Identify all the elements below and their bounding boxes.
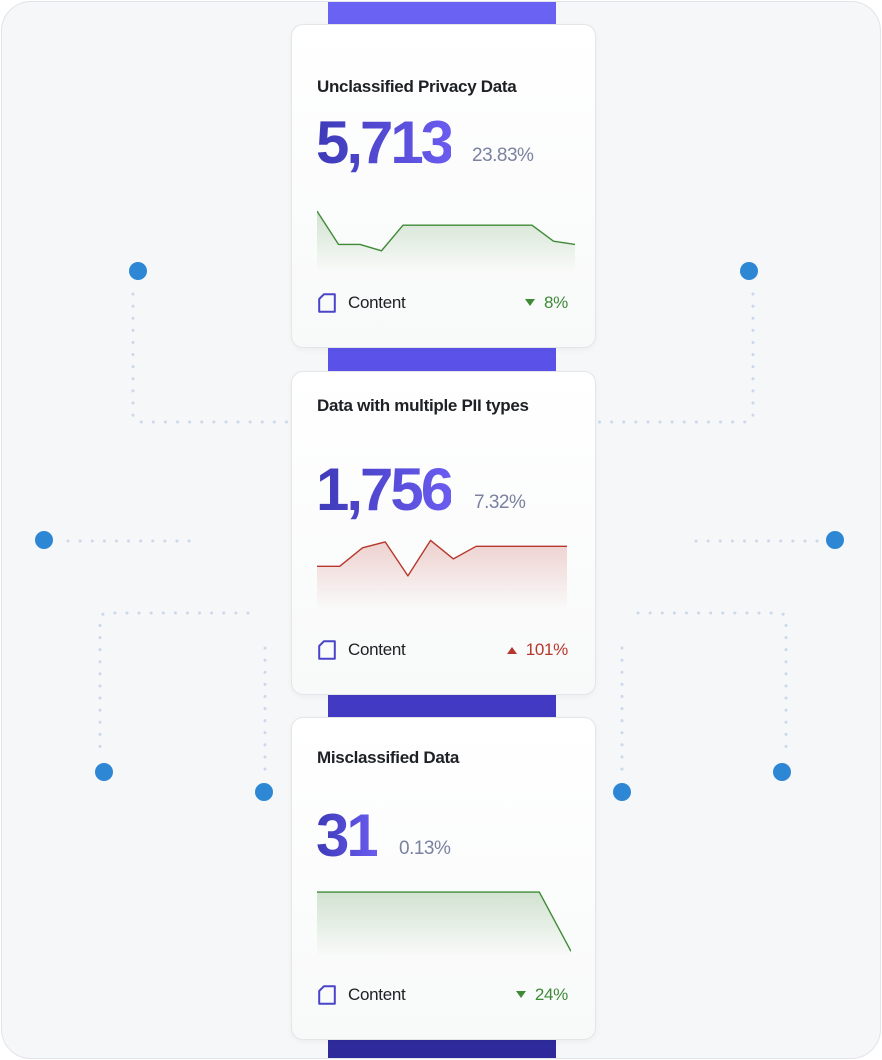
footer-label: Content (348, 985, 406, 1004)
metric-card-multiple-pii[interactable]: Data with multiple PII types 1,756 7.32%… (291, 371, 596, 695)
node-dot (255, 783, 273, 801)
trend-indicator: 24% (515, 985, 568, 1005)
card-title: Data with multiple PII types (317, 396, 529, 415)
trend-arrow-icon (525, 299, 536, 306)
metric-card-misclassified[interactable]: Misclassified Data 31 0.13% Content 24% (291, 717, 596, 1040)
node-dot (740, 262, 758, 280)
sparkline-line (317, 891, 571, 952)
node-dot (129, 262, 147, 280)
node-dot (773, 763, 791, 781)
node-dot (613, 783, 631, 801)
card-footer: Content 8% (318, 291, 568, 315)
metric-value: 31 (316, 802, 380, 869)
footer-label: Content (348, 293, 406, 312)
trend-value: 24% (534, 985, 568, 1004)
sparkline-line (317, 210, 575, 252)
connector-bottom-right-outer (636, 611, 788, 752)
trend-value: 101% (525, 640, 569, 659)
trend-arrow-icon (515, 991, 526, 998)
metric-value: 1,756 (316, 456, 454, 523)
node-dot (95, 763, 113, 781)
footer-label: Content (348, 640, 406, 659)
trend-indicator: 101% (506, 640, 569, 660)
sparkline (317, 891, 571, 958)
card-footer: Content 101% (318, 638, 568, 662)
metric-percent: 7.32% (474, 492, 526, 513)
sparkline (317, 210, 575, 273)
card-footer: Content 24% (318, 983, 568, 1007)
node-dot (35, 531, 53, 549)
sparkline-area (317, 211, 575, 273)
card-title: Unclassified Privacy Data (317, 77, 517, 96)
sparkline-area (317, 540, 567, 610)
trend-value: 8% (544, 293, 568, 312)
document-icon (318, 293, 336, 313)
metric-card-unclassified[interactable]: Unclassified Privacy Data 5,713 23.83% C… (291, 24, 596, 348)
metric-value: 5,713 (316, 109, 454, 176)
card-title: Misclassified Data (317, 748, 459, 767)
sparkline-line (317, 539, 567, 577)
connector-top-left (131, 292, 294, 424)
connector-bottom-left-outer (98, 611, 250, 752)
sparkline-area (317, 892, 571, 958)
metric-percent: 0.13% (399, 838, 451, 859)
trend-indicator: 8% (525, 293, 568, 313)
connector-top-right (596, 292, 755, 424)
document-icon (318, 640, 336, 660)
node-dot (826, 531, 844, 549)
trend-arrow-icon (506, 647, 517, 654)
metric-percent: 23.83% (472, 145, 534, 166)
document-icon (318, 985, 336, 1005)
sparkline (317, 539, 567, 610)
